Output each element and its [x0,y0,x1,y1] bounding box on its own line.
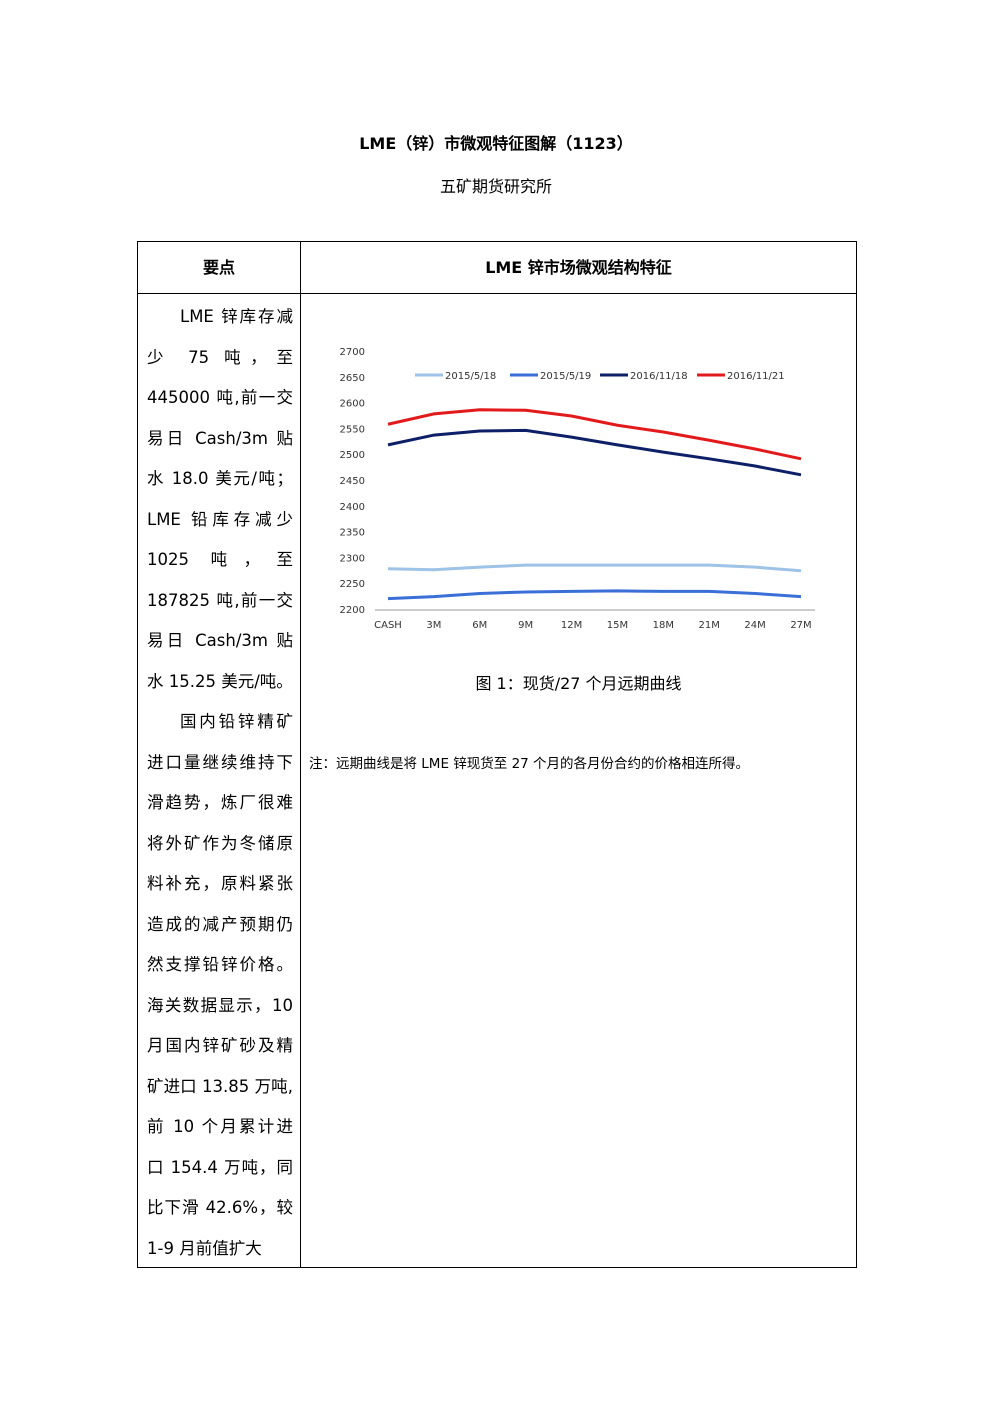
note: 注：远期曲线是将 LME 锌现货至 27 个月的各月份合约的价格相连所得。 [309,756,750,772]
legend-label: 2015/5/19 [540,371,591,382]
series-line [387,408,802,461]
y-tick-label: 2250 [340,579,365,590]
y-tick-label: 2650 [340,373,365,384]
y-tick-label: 2600 [340,399,365,410]
table: 要点 LME 锌市场微观结构特征 LME 锌库存减少 75 吨，至 445000… [137,241,857,1268]
series-line [387,563,802,573]
x-tick-label: CASH [374,620,402,631]
y-tick-label: 2350 [340,528,365,539]
legend-label: 2016/11/18 [630,371,688,382]
y-tick-label: 2400 [340,502,365,513]
x-tick-label: 18M [653,620,674,631]
x-tick-label: 3M [426,620,441,631]
x-tick-label: 12M [561,620,582,631]
chart: 2200 2250 2300 2350 2400 2450 2500 2550 2600 2650… [340,347,815,631]
legend-label: 2016/11/21 [727,371,785,382]
legend-label: 2015/5/18 [445,371,496,382]
series-line [387,428,802,477]
y-tick-label: 2450 [340,476,365,487]
paragraph: 国内铅锌精矿进口量继续维持下滑趋势，炼厂很难将外矿作为冬储原料补充，原料紧张造成… [147,712,293,1258]
series-line [387,589,802,601]
header-cell: 要点 [202,258,235,277]
x-tick-label: 6M [472,620,487,631]
y-tick-label: 2700 [340,347,365,358]
y-tick-label: 2200 [340,605,365,616]
y-tick-label: 2500 [340,450,365,461]
divider [138,293,856,294]
x-tick-label: 21M [699,620,720,631]
x-tick-label: 27M [790,620,811,631]
divider [300,242,301,1267]
y-tick-label: 2300 [340,553,365,564]
x-tick-label: 9M [518,620,533,631]
left-text: LME 锌库存减少 75 吨，至 445000 吨,前一交易日 Cash/3m … [147,297,293,1269]
x-tick-label: 15M [607,620,628,631]
caption: 图 1：现货/27 个月远期曲线 [475,674,682,693]
y-tick-label: 2550 [340,424,365,435]
title: LME（锌）市微观特征图解（1123） [359,134,633,153]
header-cell: LME 锌市场微观结构特征 [485,258,672,277]
x-tick-label: 24M [744,620,765,631]
paragraph: LME 锌库存减少 75 吨，至 445000 吨,前一交易日 Cash/3m … [147,307,293,691]
subtitle: 五矿期货研究所 [439,177,552,196]
